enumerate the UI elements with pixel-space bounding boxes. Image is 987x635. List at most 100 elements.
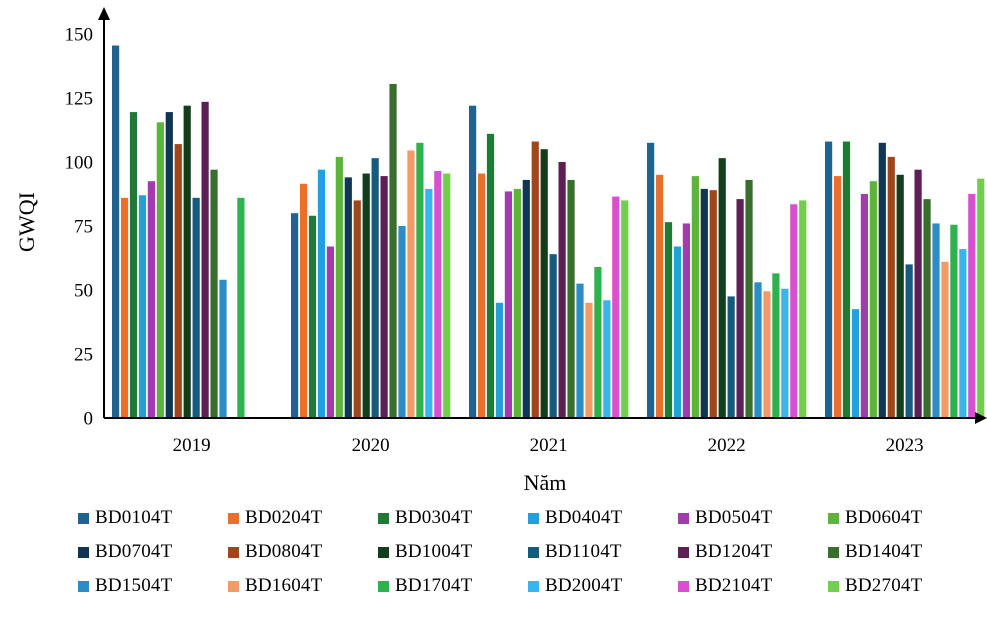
- legend-swatch: [528, 512, 539, 524]
- bar-BD1404T-2020: [389, 83, 397, 419]
- bar-BD0104T-2021: [469, 105, 477, 419]
- bar-BD0604T-2023: [869, 181, 877, 418]
- legend-swatch: [378, 580, 389, 592]
- bar-BD0604T-2021: [513, 188, 521, 418]
- bar-BD0704T-2019: [165, 112, 173, 418]
- y-axis-arrowhead: [98, 7, 110, 20]
- bar-BD2004T-2020: [425, 188, 433, 418]
- legend-label: BD1004T: [395, 541, 473, 562]
- bar-BD1204T-2021: [558, 162, 566, 418]
- x-tick-label: 2022: [708, 435, 746, 456]
- bar-BD2704T-2023: [977, 178, 985, 418]
- bar-BD1404T-2019: [210, 169, 218, 418]
- legend-label: BD2004T: [545, 575, 623, 596]
- bar-BD0204T-2021: [477, 173, 486, 418]
- bar-BD2704T-2020: [443, 173, 451, 418]
- legend-label: BD1404T: [845, 541, 923, 562]
- bar-BD2104T-2020: [434, 170, 442, 418]
- legend-label: BD1504T: [95, 575, 173, 596]
- bar-BD0604T-2022: [691, 176, 699, 418]
- legend-swatch: [678, 546, 689, 558]
- legend-item: BD0104T: [78, 507, 228, 528]
- bar-BD1404T-2022: [745, 179, 753, 418]
- bar-BD1404T-2021: [567, 179, 575, 418]
- legend-label: BD0704T: [95, 541, 173, 562]
- bar-BD0104T-2022: [647, 142, 655, 419]
- legend-label: BD2104T: [695, 575, 773, 596]
- bar-BD0404T-2019: [138, 195, 147, 418]
- bar-BD0304T-2023: [842, 141, 851, 418]
- bar-BD0104T-2019: [112, 45, 120, 419]
- bar-BD1704T-2020: [416, 142, 424, 419]
- bar-BD0804T-2021: [531, 141, 539, 418]
- legend-item: BD1404T: [828, 541, 978, 562]
- legend-swatch: [678, 512, 689, 524]
- legend-swatch: [678, 580, 689, 592]
- axes-layer: [98, 7, 987, 424]
- legend-item: BD0604T: [828, 507, 978, 528]
- y-tick-label: 100: [65, 153, 94, 174]
- y-tick-label: 150: [65, 25, 94, 46]
- y-tick-label: 50: [74, 281, 93, 302]
- bar-BD2004T-2021: [603, 300, 611, 418]
- bar-BD2004T-2022: [781, 288, 789, 418]
- bar-BD2104T-2022: [790, 204, 798, 418]
- legend-swatch: [828, 580, 839, 592]
- bar-BD0504T-2023: [860, 194, 868, 418]
- legend-swatch: [228, 580, 239, 592]
- bar-BD0704T-2023: [878, 142, 886, 419]
- legend-label: BD1604T: [245, 575, 323, 596]
- bar-BD0804T-2019: [174, 144, 182, 418]
- bar-BD0604T-2019: [156, 122, 164, 418]
- legend-label: BD0604T: [845, 507, 923, 528]
- y-tick-label: 125: [65, 89, 94, 110]
- legend-label: BD1104T: [545, 541, 622, 562]
- bar-BD0204T-2023: [833, 176, 842, 418]
- legend-item: BD0304T: [378, 507, 528, 528]
- bar-BD2704T-2022: [799, 200, 807, 418]
- bar-BD1504T-2021: [576, 283, 584, 418]
- bar-BD1104T-2021: [549, 254, 557, 418]
- legend-swatch: [228, 546, 239, 558]
- bar-BD0104T-2020: [291, 213, 299, 418]
- legend-item: BD0504T: [678, 507, 828, 528]
- bar-BD1104T-2020: [371, 158, 379, 418]
- bar-BD0304T-2019: [129, 112, 138, 418]
- legend-label: BD2704T: [845, 575, 923, 596]
- legend-item: BD2004T: [528, 575, 678, 596]
- bar-BD0104T-2023: [825, 141, 833, 418]
- legend-item: BD1004T: [378, 541, 528, 562]
- legend-swatch: [528, 546, 539, 558]
- bar-BD0504T-2020: [326, 246, 334, 418]
- x-tick-label: 2019: [173, 435, 211, 456]
- bar-BD0304T-2022: [664, 222, 673, 418]
- bar-BD1004T-2019: [183, 105, 191, 419]
- legend-label: BD0504T: [695, 507, 773, 528]
- legend-label: BD0304T: [395, 507, 473, 528]
- bar-BD1104T-2019: [192, 197, 200, 418]
- bar-BD0704T-2022: [700, 188, 708, 418]
- bar-BD1204T-2019: [201, 101, 209, 418]
- y-axis-title: GWQI: [14, 192, 39, 252]
- bar-BD0804T-2023: [887, 156, 895, 418]
- bars-layer: [112, 45, 985, 419]
- bar-BD0304T-2021: [486, 133, 495, 418]
- legend-item: BD1704T: [378, 575, 528, 596]
- legend-label: BD0204T: [245, 507, 323, 528]
- y-tick-label: 75: [74, 217, 93, 238]
- bar-BD0604T-2020: [335, 156, 343, 418]
- bar-BD1004T-2023: [896, 174, 904, 418]
- legend-swatch: [78, 512, 89, 524]
- bar-BD2704T-2021: [621, 200, 629, 418]
- bar-BD1604T-2021: [585, 302, 593, 418]
- y-tick-labels: 0 25 50 75 100 125 150: [65, 25, 94, 430]
- legend-swatch: [828, 512, 839, 524]
- bar-BD0504T-2021: [504, 191, 512, 418]
- x-axis-arrowhead: [975, 412, 987, 424]
- bar-BD1704T-2023: [950, 224, 958, 418]
- legend-item: BD0204T: [228, 507, 378, 528]
- legend-item: BD1204T: [678, 541, 828, 562]
- y-tick-label: 25: [74, 345, 93, 366]
- bar-BD1504T-2019: [219, 279, 227, 418]
